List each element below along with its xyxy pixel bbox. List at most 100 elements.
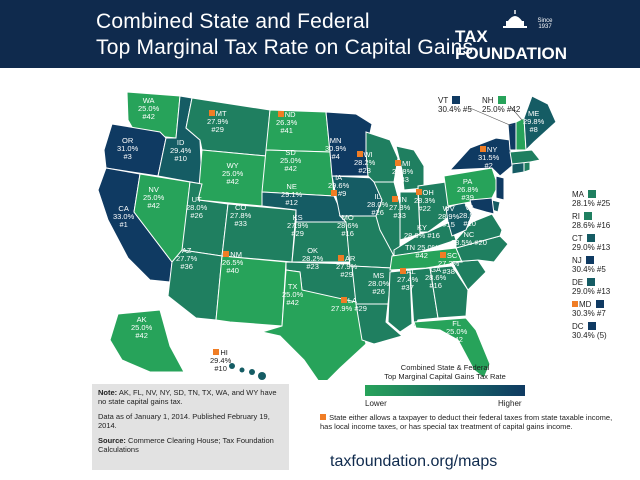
gradient-legend-bar xyxy=(365,385,525,396)
label-ks: KS 27.9% #29 xyxy=(287,213,309,238)
orange-marker-icon xyxy=(337,255,344,261)
orange-marker-icon xyxy=(415,189,422,195)
orange-marker-icon xyxy=(356,151,363,157)
label-fl: FL 25.0% #42 xyxy=(446,319,468,344)
ne-legend-swatch xyxy=(586,234,595,242)
gradient-lower-label: Lower xyxy=(365,399,387,408)
tax-foundation-logo: Since 1937 TAX FOUNDATION xyxy=(455,10,625,63)
label-va: VA 28.5% #20 xyxy=(459,203,481,228)
label-co: CO 27.8% #33 xyxy=(230,203,252,228)
label-il: IL 28.0% #26 xyxy=(367,192,389,217)
ne-legend-value: 29.0% #13 xyxy=(572,243,611,252)
callout-vt: VT 30.4% #5 xyxy=(438,96,472,114)
label-sc: SC 27.3% #38 xyxy=(438,251,460,276)
ne-legend-value: 28.1% #25 xyxy=(572,199,611,208)
label-sd: SD 25.0% #42 xyxy=(280,148,302,173)
label-az: AZ 27.7% #36 xyxy=(176,246,198,271)
ne-legend-value: 29.0% #13 xyxy=(572,287,611,296)
orange-marker-note: State either allows a taxpayer to deduct… xyxy=(320,413,613,431)
logo-text-foundation: FOUNDATION xyxy=(455,44,568,63)
label-ar: AR 27.9% #29 xyxy=(336,254,358,279)
label-nm: NM 26.5% #40 xyxy=(222,250,244,275)
label-wa: WA 25.0% #42 xyxy=(138,96,160,121)
state-oh xyxy=(417,181,451,233)
label-ak: AK 25.0% #42 xyxy=(131,315,153,340)
label-ne: NE 29.1% #12 xyxy=(281,182,303,207)
label-id: ID 29.4% #10 xyxy=(170,138,192,163)
ne-legend-swatch xyxy=(586,256,595,264)
gradient-higher-label: Higher xyxy=(498,399,522,408)
orange-marker-icon xyxy=(572,301,578,307)
orange-marker-icon xyxy=(277,111,284,117)
orange-marker-icon xyxy=(479,146,486,152)
label-oh: OH 28.3% #22 xyxy=(414,188,436,213)
label-nv: NV 25.0% #42 xyxy=(143,185,165,210)
orange-marker-icon xyxy=(223,251,230,257)
orange-marker-icon xyxy=(340,297,347,303)
state-nc xyxy=(451,235,509,263)
orange-marker-icon xyxy=(394,160,401,166)
label-me: ME 29.8% #8 xyxy=(523,109,545,134)
label-al: AL 27.4% #37 xyxy=(397,267,419,292)
ne-legend-value: 30.4% (5) xyxy=(572,331,607,340)
label-ky: KY 28.6% #16 xyxy=(404,223,440,240)
note-text: AK, FL, NV, NY, SD, TN, TX, WA, and WY h… xyxy=(98,388,277,406)
orange-marker-icon xyxy=(392,196,399,202)
state-fl xyxy=(413,317,491,379)
note-box: Note: AK, FL, NV, NY, SD, TN, TX, WA, an… xyxy=(92,384,289,470)
ne-legend-abbr: DE xyxy=(572,278,584,287)
state-nj xyxy=(495,175,505,201)
ne-legend-row-dc: DC 30.4% (5) xyxy=(572,322,607,340)
label-hi: HI 29.4% #10 xyxy=(210,348,232,373)
orange-marker-icon xyxy=(320,414,326,420)
label-nc: NC 28.5% #20 xyxy=(451,230,487,247)
ne-legend-swatch xyxy=(587,322,596,330)
capitol-dome-icon xyxy=(503,10,527,28)
label-mi: MI 27.8% #33 xyxy=(392,159,414,184)
note-label: Note: xyxy=(98,388,118,397)
ne-legend-row-ri: RI 28.6% #16 xyxy=(572,212,610,230)
state-me xyxy=(523,95,557,152)
ne-legend-value: 30.4% #5 xyxy=(572,265,606,274)
footer-url: taxfoundation.org/maps xyxy=(330,453,498,470)
state-hi xyxy=(229,363,266,380)
state-va xyxy=(455,213,503,249)
label-wi: WI 28.2% #23 xyxy=(354,150,376,175)
label-mo: MO 28.6% #16 xyxy=(337,213,359,238)
state-ga xyxy=(429,265,469,319)
label-tx: TX 25.0% #42 xyxy=(282,282,304,307)
logo-since: Since 1937 xyxy=(537,18,553,30)
label-wv: WV 28.9% #15 xyxy=(438,204,460,229)
orange-marker-icon xyxy=(208,110,215,116)
ne-legend-row-de: DE 29.0% #13 xyxy=(572,278,610,296)
label-nd: ND 26.3% #41 xyxy=(276,110,298,135)
ne-legend-abbr: NJ xyxy=(572,256,582,265)
state-md xyxy=(469,197,495,215)
label-wy: WY 25.0% #42 xyxy=(222,161,244,186)
label-mt: MT 27.9% #29 xyxy=(207,109,229,134)
ne-legend-swatch xyxy=(595,300,604,308)
label-ia: IA 29.6% #9 xyxy=(328,173,350,198)
ne-legend-abbr: DC xyxy=(572,322,584,331)
map-title-line1: Combined State and Federal xyxy=(96,10,370,33)
nh-swatch xyxy=(497,96,506,104)
logo-text-tax: TAX xyxy=(455,27,488,46)
ne-legend-swatch xyxy=(587,190,596,198)
ne-legend-swatch xyxy=(584,212,593,220)
state-ms xyxy=(387,269,413,333)
ne-legend-abbr: MD xyxy=(579,300,592,309)
label-la: LA 27.9% #29 xyxy=(331,296,367,313)
state-pa xyxy=(443,167,499,207)
ne-legend-value: 28.6% #16 xyxy=(572,221,611,230)
header-banner: Combined State and Federal Top Marginal … xyxy=(0,0,640,68)
vt-swatch xyxy=(452,96,461,104)
label-or: OR 31.0% #3 xyxy=(117,136,139,161)
ne-legend-row-ma: MA 28.1% #25 xyxy=(572,190,610,208)
state-la xyxy=(355,303,404,345)
state-ma xyxy=(509,149,541,165)
orange-marker-icon xyxy=(399,268,406,274)
label-tn: TN 25.0% #42 xyxy=(405,243,439,260)
callout-nh: NH 25.0% #42 xyxy=(482,96,521,114)
orange-marker-icon xyxy=(439,252,446,258)
ne-legend-row-md: MD 30.3% #7 xyxy=(572,300,606,318)
